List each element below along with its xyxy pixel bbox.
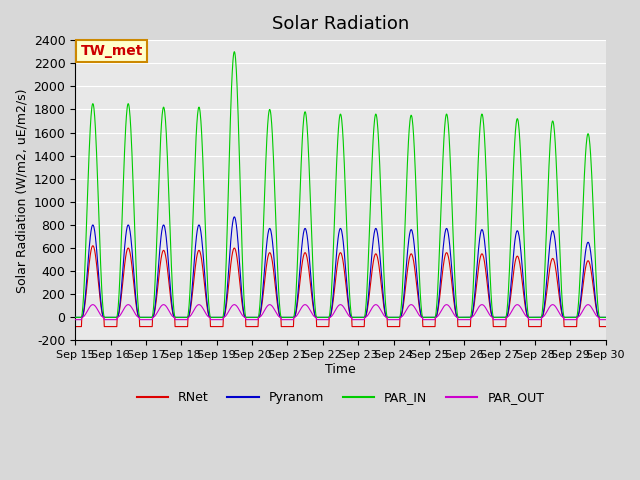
Legend: RNet, Pyranom, PAR_IN, PAR_OUT: RNet, Pyranom, PAR_IN, PAR_OUT [132, 386, 549, 409]
Text: TW_met: TW_met [81, 44, 143, 58]
Title: Solar Radiation: Solar Radiation [272, 15, 409, 33]
Y-axis label: Solar Radiation (W/m2, uE/m2/s): Solar Radiation (W/m2, uE/m2/s) [15, 88, 28, 292]
X-axis label: Time: Time [325, 363, 356, 376]
